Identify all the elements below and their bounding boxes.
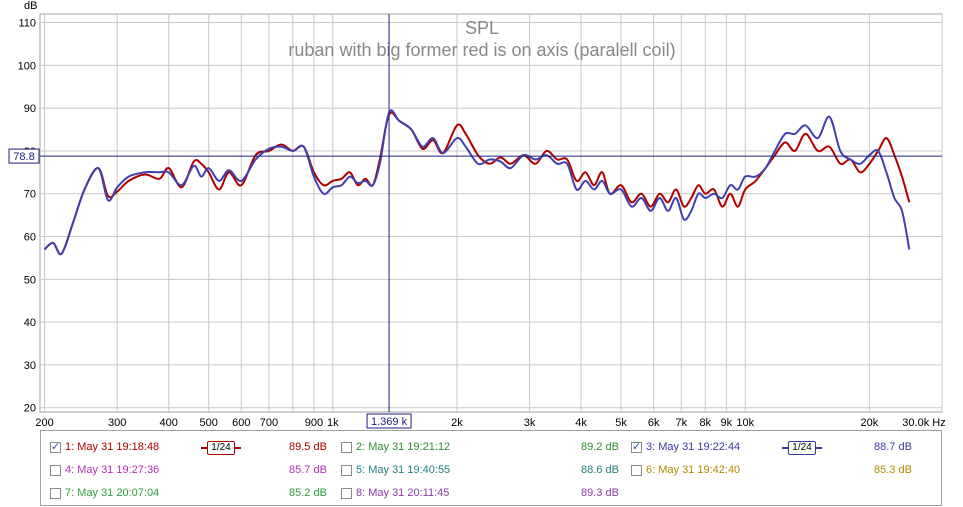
legend-panel: 1: May 31 19:18:48 1/24 89.5 dB 2: May 31 1… (40, 430, 942, 506)
legend-value: 85.2 dB (289, 487, 327, 499)
legend-checkbox[interactable] (341, 487, 352, 499)
x-axis: 200 300 400 500 600 700 900 1k 2k 3k 4k 5k 6k 7k 8k 9k 1… (35, 417, 945, 429)
y-tick-label: 60 (24, 232, 36, 244)
series-group (43, 109, 911, 256)
y-tick-label: 30 (24, 360, 36, 372)
x-tick-label: 10k (736, 417, 754, 429)
chart-title: SPL (465, 18, 499, 38)
legend-item-2[interactable]: 2: May 31 19:21:12 (341, 439, 450, 455)
legend-checkbox[interactable] (631, 464, 642, 476)
x-tick-label: 300 (108, 417, 126, 429)
chart-subtitle: ruban with big former red is on axis (pa… (288, 40, 675, 60)
plot-area[interactable] (39, 13, 943, 413)
legend-label: 2: May 31 19:21:12 (356, 441, 451, 453)
legend-label: 7: May 31 20:07:04 (65, 487, 160, 499)
cursor-y-label: 78.8 (13, 151, 34, 163)
legend-value: 89.2 dB (581, 441, 619, 453)
y-axis: 2030405060708090100110 (18, 18, 36, 415)
legend-label: 3: May 31 19:22:44 (646, 441, 741, 453)
smoothing-label: 1/24 (207, 441, 235, 455)
legend-value: 89.5 dB (289, 441, 327, 453)
legend-value: 88.7 dB (874, 441, 912, 453)
cursor-x-label: 1.369 k (371, 416, 408, 428)
x-tick-label: 2k (451, 417, 463, 429)
x-tick-label: 500 (199, 417, 217, 429)
x-tick-label: 600 (232, 417, 250, 429)
legend-item-1[interactable]: 1: May 31 19:18:48 (50, 439, 159, 455)
legend-label: 8: May 31 20:11:45 (356, 487, 450, 499)
smoothing-line-right (235, 447, 241, 449)
series-line-2 (43, 109, 911, 256)
y-tick-label: 110 (18, 18, 36, 30)
x-tick-label: 7k (676, 417, 688, 429)
legend-checkbox[interactable] (50, 464, 61, 476)
x-tick-label: 200 (35, 417, 53, 429)
smoothing-label: 1/24 (788, 441, 816, 455)
x-tick-label: 30.0k Hz (902, 417, 945, 429)
legend-item-7[interactable]: 7: May 31 20:07:04 (50, 485, 159, 501)
legend-label: 4: May 31 19:27:36 (65, 464, 160, 476)
x-tick-label: 5k (615, 417, 627, 429)
y-tick-label: 70 (24, 189, 36, 201)
legend-checkbox[interactable] (50, 440, 61, 453)
legend-value: 88.6 dB (581, 464, 619, 476)
legend-checkbox[interactable] (341, 441, 352, 453)
x-tick-label: 400 (160, 417, 178, 429)
y-tick-label: 20 (24, 403, 36, 415)
x-tick-label: 900 (305, 417, 323, 429)
y-tick-label: 90 (24, 103, 36, 115)
legend-label: 5: May 31 19:40:55 (356, 464, 451, 476)
y-tick-label: 100 (18, 60, 36, 72)
legend-item-8[interactable]: 8: May 31 20:11:45 (341, 485, 449, 501)
spl-chart[interactable]: 2030405060708090100110 20030040050060070… (0, 0, 963, 430)
legend-item-5[interactable]: 5: May 31 19:40:55 (341, 462, 450, 478)
x-tick-label: 20k (861, 417, 879, 429)
y-tick-label: 40 (24, 317, 36, 329)
legend-item-6[interactable]: 6: May 31 19:42:40 (631, 462, 740, 478)
legend-checkbox[interactable] (631, 440, 642, 453)
smoothing-indicator[interactable]: 1/24 (782, 441, 822, 455)
x-tick-label: 8k (699, 417, 711, 429)
y-tick-label: 50 (24, 274, 36, 286)
x-tick-label: 3k (524, 417, 536, 429)
x-tick-label: 4k (575, 417, 587, 429)
y-axis-label: dB (24, 0, 37, 12)
legend-value: 89.3 dB (581, 487, 619, 499)
smoothing-indicator[interactable]: 1/24 (201, 441, 241, 455)
smoothing-line-left (201, 447, 207, 449)
smoothing-line-right (816, 447, 822, 449)
legend-checkbox[interactable] (341, 464, 352, 476)
legend-label: 6: May 31 19:42:40 (646, 464, 741, 476)
legend-item-4[interactable]: 4: May 31 19:27:36 (50, 462, 159, 478)
x-tick-label: 700 (260, 417, 278, 429)
cursor-y-box (8, 148, 40, 164)
legend-value: 85.3 dB (874, 464, 912, 476)
legend-item-3[interactable]: 3: May 31 19:22:44 (631, 439, 740, 455)
x-tick-label: 1k (327, 417, 339, 429)
legend-label: 1: May 31 19:18:48 (65, 441, 160, 453)
smoothing-line-left (782, 447, 788, 449)
x-tick-label: 6k (648, 417, 660, 429)
legend-value: 85.7 dB (289, 464, 327, 476)
x-tick-label: 9k (721, 417, 733, 429)
cursor-x-box (366, 413, 412, 429)
cursor[interactable]: 1.369 k 78.8 (8, 14, 942, 429)
legend-checkbox[interactable] (50, 487, 61, 499)
